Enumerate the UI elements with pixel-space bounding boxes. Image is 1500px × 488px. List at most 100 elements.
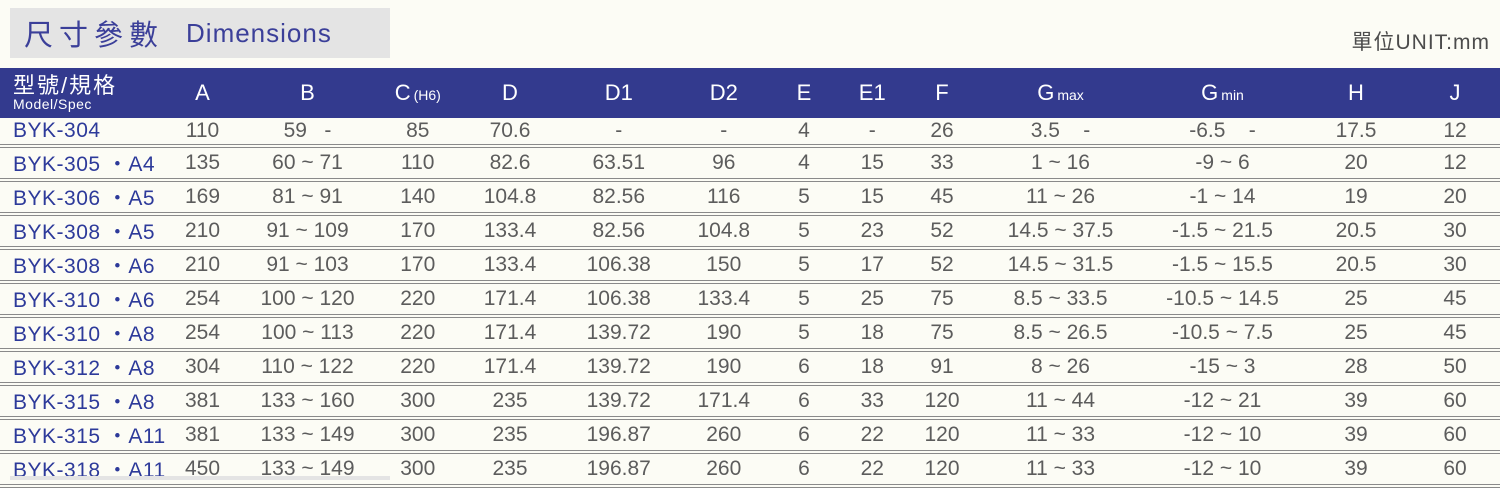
value-cell: 254 — [184, 287, 221, 310]
table-row: BYK-315 ・A8 381 133 ~ 160 300 235 139.72 171.4… — [0, 384, 1500, 418]
column-sublabel: max — [1057, 87, 1084, 103]
value-cell: 96 — [712, 151, 736, 174]
table-row: BYK-304 110 59 - 85 70.6 - - 4 - 26 3.5 - -6.5 - 17.… — [0, 118, 1500, 146]
value-cell: 6 — [798, 457, 810, 480]
value-cell: 30 — [1443, 219, 1467, 242]
column-label: D1 — [604, 80, 633, 105]
value-cell: 39 — [1344, 457, 1368, 480]
value-cell: 60 — [1443, 457, 1467, 480]
value-cell: 8 ~ 26 — [1031, 355, 1090, 378]
model-cell: BYK-310 ・A6 — [13, 289, 156, 312]
value-cell: 135 — [184, 151, 221, 174]
value-cell: 170 — [400, 253, 436, 276]
value-cell: 6 — [798, 389, 810, 412]
value-cell: 26 — [930, 119, 954, 142]
column-label: D — [502, 80, 518, 105]
value-cell: 3.5 - — [1030, 119, 1091, 142]
value-cell: 139.72 — [586, 389, 651, 412]
value-cell: 169 — [184, 185, 221, 208]
value-cell: 133.4 — [697, 287, 751, 310]
value-cell: 45 — [1443, 321, 1467, 344]
column-header-h: H — [1302, 68, 1410, 118]
value-cell: 22 — [860, 457, 884, 480]
value-cell: 39 — [1344, 423, 1368, 446]
value-cell: 8.5 ~ 33.5 — [1013, 287, 1108, 310]
value-cell: 6 — [798, 423, 810, 446]
value-cell: 381 — [184, 423, 221, 446]
value-cell: 17.5 — [1335, 119, 1377, 142]
value-cell: 104.8 — [697, 219, 751, 242]
value-cell: 235 — [492, 457, 528, 480]
column-header-j: J — [1410, 68, 1500, 118]
model-spec-header-en: Model/Spec — [13, 96, 92, 113]
value-cell: 196.87 — [586, 423, 651, 446]
column-header-e: E — [770, 68, 839, 118]
value-cell: 171.4 — [697, 389, 751, 412]
column-label: G — [1037, 80, 1055, 105]
value-cell: 171.4 — [483, 321, 537, 344]
column-label: F — [935, 80, 949, 105]
value-cell: 300 — [400, 423, 436, 446]
value-cell: 17 — [860, 253, 884, 276]
column-header-e1: E1 — [839, 68, 907, 118]
value-cell: 60 ~ 71 — [272, 151, 343, 174]
value-cell: 170 — [400, 219, 436, 242]
value-cell: 300 — [400, 457, 436, 480]
value-cell: 11 ~ 33 — [1025, 457, 1096, 480]
value-cell: 28 — [1344, 355, 1368, 378]
value-cell: -1 ~ 14 — [1189, 185, 1256, 208]
value-cell: -12 ~ 21 — [1183, 389, 1262, 412]
value-cell: 133 ~ 149 — [260, 457, 355, 480]
value-cell: -12 ~ 10 — [1183, 457, 1262, 480]
value-cell: 450 — [184, 457, 221, 480]
value-cell: 120 — [924, 389, 960, 412]
value-cell: 106.38 — [586, 253, 651, 276]
column-header-d: D — [461, 68, 560, 118]
value-cell: 1 ~ 16 — [1031, 151, 1090, 174]
value-cell: 171.4 — [483, 287, 537, 310]
table-row: BYK-308 ・A5 210 91 ~ 109 170 133.4 82.56 104.8… — [0, 214, 1500, 248]
value-cell: 100 ~ 113 — [261, 321, 354, 344]
model-cell: BYK-315 ・A11 — [13, 425, 166, 448]
value-cell: 14.5 ~ 37.5 — [1007, 219, 1114, 242]
value-cell: 39 — [1344, 389, 1368, 412]
value-cell: 5 — [798, 185, 810, 208]
value-cell: -12 ~ 10 — [1183, 423, 1262, 446]
value-cell: 50 — [1443, 355, 1467, 378]
value-cell: 60 — [1443, 423, 1467, 446]
value-cell: 11 ~ 33 — [1025, 423, 1096, 446]
value-cell: 4 — [798, 119, 810, 142]
value-cell: 70.6 — [489, 119, 531, 142]
value-cell: 133.4 — [483, 253, 537, 276]
value-cell: 60 — [1443, 389, 1467, 412]
table-row: BYK-306 ・A5 169 81 ~ 91 140 104.8 82.56 116 5 15… — [0, 180, 1500, 214]
model-cell: BYK-308 ・A6 — [13, 255, 156, 278]
value-cell: 260 — [706, 423, 742, 446]
column-sublabel: min — [1221, 87, 1244, 103]
value-cell: 19 — [1344, 185, 1368, 208]
value-cell: 81 ~ 91 — [272, 185, 343, 208]
value-cell: 91 ~ 103 — [266, 253, 349, 276]
value-cell: 59 - — [283, 119, 332, 142]
value-cell: 235 — [492, 389, 528, 412]
value-cell: 5 — [798, 287, 810, 310]
value-cell: 22 — [860, 423, 884, 446]
value-cell: -10.5 ~ 14.5 — [1166, 287, 1279, 310]
column-label: G — [1201, 80, 1219, 105]
value-cell: 52 — [930, 253, 954, 276]
value-cell: 196.87 — [586, 457, 651, 480]
value-cell: 106.38 — [586, 287, 651, 310]
value-cell: 18 — [860, 321, 884, 344]
model-cell: BYK-315 ・A8 — [13, 391, 156, 414]
value-cell: 33 — [930, 151, 954, 174]
value-cell: 82.56 — [592, 219, 646, 242]
column-header-f: F — [906, 68, 978, 118]
value-cell: 75 — [930, 287, 954, 310]
column-header-b: B — [240, 68, 375, 118]
value-cell: 25 — [860, 287, 884, 310]
value-cell: 120 — [924, 457, 960, 480]
value-cell: -1.5 ~ 21.5 — [1172, 219, 1273, 242]
value-cell: 4 — [798, 151, 810, 174]
value-cell: 6 — [798, 355, 810, 378]
